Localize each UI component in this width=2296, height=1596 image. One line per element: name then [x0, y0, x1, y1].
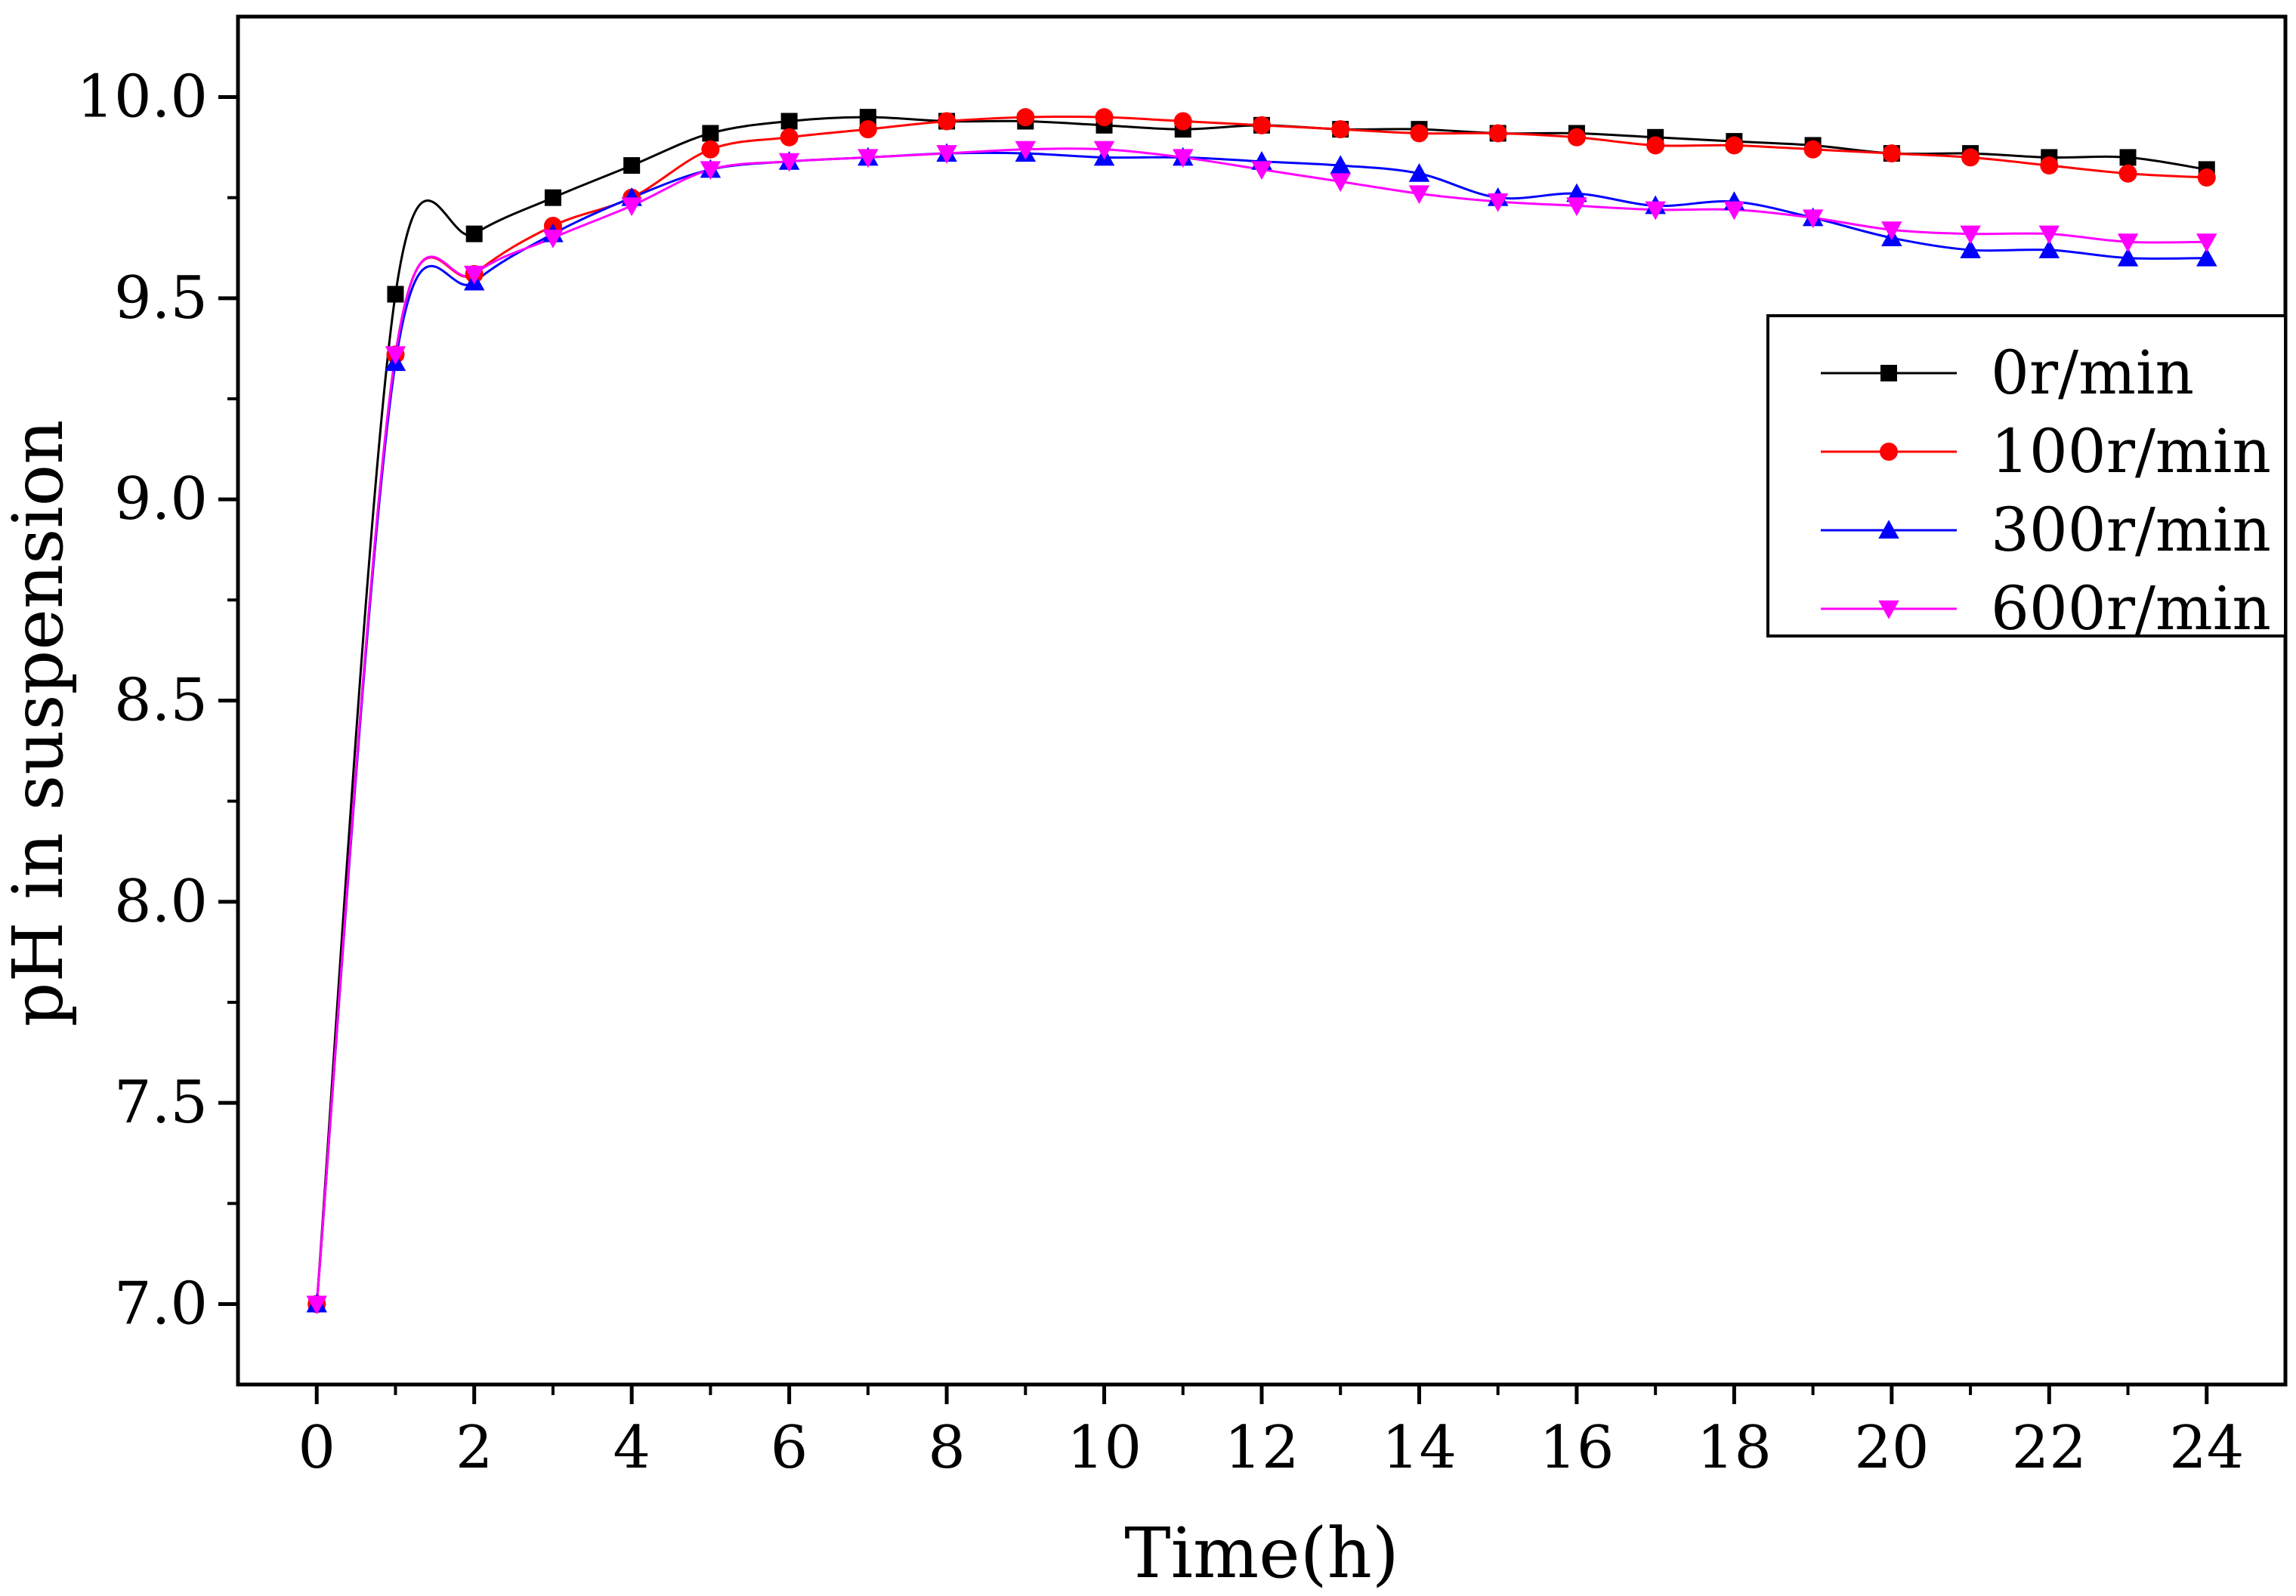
x-tick-label: 20 — [1854, 1414, 1929, 1482]
y-tick-label: 8.5 — [114, 667, 208, 735]
x-tick-label: 4 — [613, 1414, 650, 1482]
data-point-0r-min — [387, 286, 404, 303]
data-point-300r-min — [1566, 183, 1587, 202]
data-point-600r-min — [1330, 173, 1351, 193]
data-point-100r-min — [858, 120, 877, 139]
data-point-600r-min — [1723, 201, 1745, 221]
x-tick-label: 16 — [1539, 1414, 1614, 1482]
data-point-600r-min — [542, 229, 564, 249]
data-point-100r-min — [1567, 128, 1586, 147]
data-point-600r-min — [700, 161, 722, 181]
x-axis-title: Time(h) — [1124, 1513, 1399, 1592]
series-line-300r-min — [315, 151, 2207, 1304]
legend-marker — [1878, 520, 1899, 539]
data-point-600r-min — [463, 265, 485, 285]
y-axis-title: pH in suspension — [0, 420, 79, 1027]
legend: 0r/min 100r/min 300r/min 600r/min — [1766, 314, 2287, 644]
legend-label: 300r/min — [1991, 495, 2271, 565]
data-point-0r-min — [2119, 149, 2137, 166]
data-point-0r-min — [702, 125, 719, 142]
x-tick-label: 18 — [1697, 1414, 1772, 1482]
y-tick-label: 10.0 — [76, 63, 208, 131]
legend-label: 100r/min — [1991, 416, 2271, 486]
data-point-0r-min — [465, 225, 483, 242]
data-point-600r-min — [2117, 233, 2139, 253]
data-point-600r-min — [1408, 185, 1430, 205]
data-point-300r-min — [1330, 155, 1351, 174]
data-point-600r-min — [1802, 209, 1824, 229]
data-point-100r-min — [701, 140, 720, 159]
y-tick-label: 7.5 — [114, 1069, 208, 1137]
data-point-300r-min — [2038, 239, 2060, 258]
data-point-300r-min — [1408, 162, 1430, 182]
data-point-600r-min — [1566, 197, 1587, 217]
legend-label: 0r/min — [1991, 338, 2194, 408]
data-point-600r-min — [621, 197, 642, 217]
data-point-100r-min — [1410, 124, 1429, 143]
axes-group: 0 2 4 6 8 10 12 14 16 18 20 22 247.07.58.08.59.09.51… — [0, 14, 2288, 1594]
y-tick-label: 8.0 — [114, 868, 208, 936]
data-point-100r-min — [1488, 124, 1507, 143]
legend-label: 600r/min — [1991, 573, 2271, 644]
x-tick-label: 10 — [1067, 1414, 1142, 1482]
data-point-600r-min — [858, 149, 879, 168]
data-point-100r-min — [2118, 164, 2137, 183]
data-point-100r-min — [1725, 136, 1744, 155]
data-point-0r-min — [780, 113, 798, 130]
data-point-100r-min — [1253, 116, 1271, 134]
series-line-0r-min — [315, 116, 2207, 1304]
x-tick-label: 22 — [2012, 1414, 2087, 1482]
x-tick-label: 8 — [928, 1414, 966, 1482]
data-point-600r-min — [1093, 140, 1115, 160]
data-point-600r-min — [306, 1295, 327, 1315]
data-point-300r-min — [1960, 239, 1981, 258]
data-point-300r-min — [2117, 247, 2139, 267]
data-point-100r-min — [1095, 108, 1114, 127]
data-point-100r-min — [1016, 108, 1035, 127]
series-markers-group — [306, 108, 2217, 1315]
data-point-100r-min — [1882, 144, 1901, 163]
x-tick-label: 6 — [771, 1414, 808, 1482]
x-tick-label: 12 — [1224, 1414, 1299, 1482]
data-point-600r-min — [1251, 161, 1272, 181]
data-point-100r-min — [2197, 168, 2216, 187]
data-point-0r-min — [544, 189, 561, 206]
data-point-600r-min — [1487, 193, 1509, 212]
data-point-600r-min — [778, 153, 800, 172]
data-point-100r-min — [780, 128, 799, 147]
y-tick-label: 7.0 — [114, 1270, 208, 1338]
y-tick-label: 9.5 — [114, 264, 208, 332]
data-point-600r-min — [1173, 149, 1194, 168]
data-point-600r-min — [1015, 140, 1037, 160]
data-point-600r-min — [385, 346, 406, 366]
data-point-600r-min — [1645, 201, 1666, 221]
data-point-100r-min — [1803, 140, 1822, 159]
data-point-600r-min — [2196, 233, 2217, 253]
data-point-600r-min — [1881, 221, 1902, 241]
data-point-600r-min — [936, 145, 957, 164]
legend-marker — [1878, 600, 1899, 619]
data-point-300r-min — [2196, 247, 2217, 267]
data-point-100r-min — [938, 112, 956, 131]
data-point-0r-min — [623, 157, 641, 174]
y-tick-label: 9.0 — [114, 465, 208, 533]
data-point-100r-min — [2040, 156, 2059, 175]
x-tick-label: 24 — [2169, 1414, 2244, 1482]
data-point-100r-min — [1646, 136, 1665, 155]
legend-marker — [1880, 443, 1898, 461]
x-tick-label: 14 — [1382, 1414, 1457, 1482]
x-tick-label: 0 — [298, 1414, 335, 1482]
legend-box — [1766, 314, 2287, 637]
data-point-100r-min — [1173, 112, 1192, 131]
x-tick-label: 2 — [456, 1414, 493, 1482]
data-point-100r-min — [1331, 120, 1350, 139]
data-point-100r-min — [1961, 148, 1980, 167]
legend-marker — [1880, 365, 1897, 381]
data-point-600r-min — [2038, 225, 2060, 245]
data-point-600r-min — [1960, 225, 1981, 245]
